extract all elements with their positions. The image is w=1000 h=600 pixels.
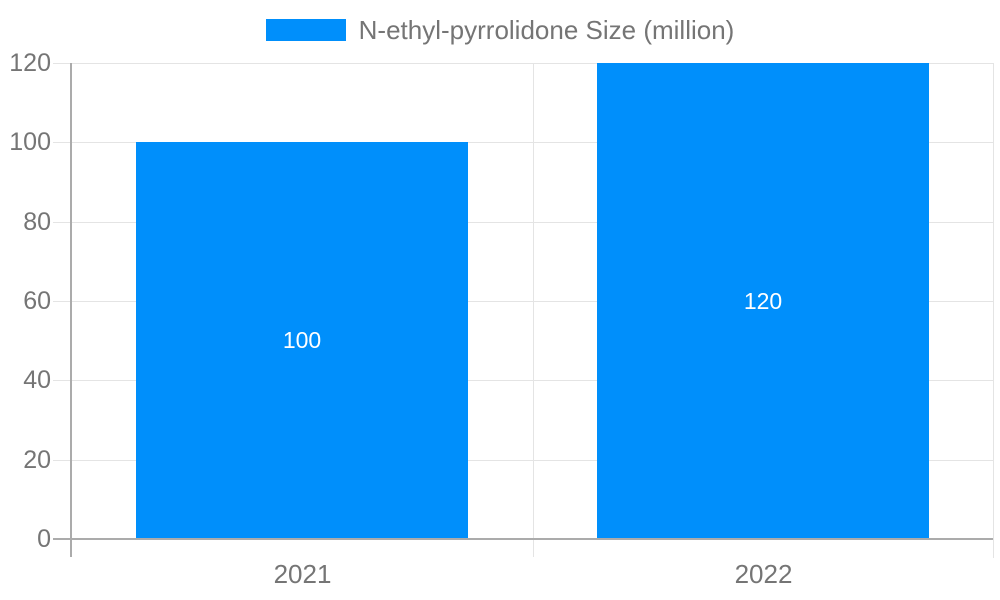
x-axis-line <box>53 538 993 540</box>
y-axis-tick-label: 120 <box>9 49 51 77</box>
y-axis-tick-label: 0 <box>37 525 51 553</box>
legend-swatch <box>265 19 346 41</box>
x-axis-tick-label: 2021 <box>273 559 332 589</box>
y-axis-tick <box>53 380 72 381</box>
gridline-horizontal <box>72 63 993 64</box>
bar-value-label: 100 <box>282 327 322 353</box>
y-axis-tick <box>53 63 72 64</box>
legend[interactable]: N-ethyl-pyrrolidone Size (million) <box>0 16 1000 44</box>
category-divider <box>533 63 534 557</box>
bar[interactable]: 120 <box>597 63 929 539</box>
plot-right-border <box>993 63 994 558</box>
bar[interactable]: 100 <box>136 142 468 539</box>
y-axis-tick-label: 60 <box>23 287 51 315</box>
y-axis-tick-label: 40 <box>23 366 51 394</box>
y-axis-tick-label: 100 <box>9 128 51 156</box>
x-axis-tick-label: 2022 <box>734 559 793 589</box>
y-axis-tick-label: 80 <box>23 208 51 236</box>
y-axis-tick <box>53 301 72 302</box>
legend-label: N-ethyl-pyrrolidone Size (million) <box>358 15 735 45</box>
gridline-horizontal <box>72 460 993 461</box>
y-axis-tick-label: 20 <box>23 446 51 474</box>
y-axis-tick <box>53 142 72 143</box>
gridline-horizontal <box>72 380 993 381</box>
gridline-horizontal <box>72 301 993 302</box>
y-axis-line <box>70 63 72 557</box>
y-axis-tick <box>53 460 72 461</box>
bar-value-label: 120 <box>743 287 783 314</box>
gridline-horizontal <box>72 142 993 143</box>
y-axis-tick <box>53 222 72 223</box>
gridline-horizontal <box>72 222 993 223</box>
